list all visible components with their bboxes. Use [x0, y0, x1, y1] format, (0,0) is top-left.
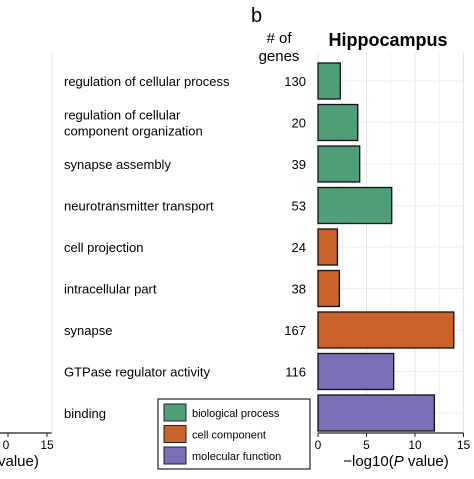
category-labels: regulation of cellular process regulation… — [64, 74, 230, 421]
x-tick-label: 10 — [408, 438, 422, 452]
x-axis: 0 5 10 15 — [315, 432, 471, 452]
bar — [317, 103, 359, 142]
gene-count-labels: 130203953243816711655 — [284, 74, 306, 421]
category-label: regulation of cellular process — [64, 74, 230, 89]
x-tick-label: 5 — [363, 438, 370, 452]
category-label: intracellular part — [64, 282, 157, 297]
gene-count: 53 — [292, 199, 306, 214]
category-label: neurotransmitter transport — [64, 199, 214, 214]
x-tick-label: 15 — [457, 438, 471, 452]
category-label: synapse assembly — [64, 157, 171, 172]
bar — [317, 62, 341, 100]
gene-count: 24 — [292, 240, 306, 255]
x-axis-label: −log10(P value) — [343, 453, 449, 470]
legend-label: molecular function — [192, 451, 281, 463]
legend-swatch — [163, 446, 187, 465]
bar — [317, 394, 436, 432]
legend: biological process cell component molecula… — [157, 398, 311, 470]
genes-header-line1: # of — [266, 30, 292, 47]
genes-header-line2: genes — [259, 48, 300, 65]
category-label: binding — [64, 406, 106, 421]
legend-swatch — [163, 425, 187, 443]
category-label: cell projection — [64, 240, 144, 255]
bar — [317, 269, 340, 308]
panel-letter: b — [251, 5, 262, 27]
bar — [317, 352, 395, 391]
category-label: regulation of cellular component organiza… — [64, 108, 203, 139]
legend-label: cell component — [192, 430, 266, 442]
left-panel-tick-label: 15 — [40, 438, 54, 452]
chart-title: Hippocampus — [328, 30, 447, 50]
legend-swatch — [163, 403, 187, 422]
x-tick-label: 0 — [315, 438, 322, 452]
left-panel-tick-label: 0 — [3, 438, 10, 452]
bar — [317, 186, 393, 225]
left-panel-axis-label: value) — [0, 453, 39, 470]
bar — [317, 228, 339, 266]
gene-count: 116 — [285, 365, 306, 380]
category-label: GTPase regulator activity — [64, 365, 210, 380]
gene-count: 130 — [284, 74, 306, 89]
gene-count: 38 — [292, 282, 306, 297]
left-panel: 0 15 value) — [0, 52, 54, 470]
gene-count: 39 — [292, 157, 306, 172]
gene-count: 20 — [292, 116, 306, 131]
legend-label: biological process — [192, 408, 280, 420]
gene-count: 167 — [284, 323, 306, 338]
bars — [317, 62, 455, 432]
bar — [317, 145, 361, 183]
category-label: synapse — [64, 323, 112, 338]
bar — [317, 311, 455, 349]
